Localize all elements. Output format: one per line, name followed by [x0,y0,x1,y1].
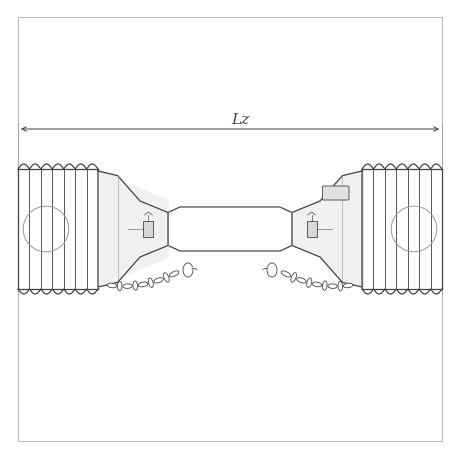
Ellipse shape [322,281,326,291]
Ellipse shape [337,282,342,291]
Polygon shape [98,172,168,287]
Ellipse shape [138,282,147,287]
Ellipse shape [306,278,311,288]
Ellipse shape [266,263,276,277]
Ellipse shape [343,284,352,288]
Ellipse shape [123,284,132,289]
Ellipse shape [290,273,296,283]
Ellipse shape [133,281,137,291]
Polygon shape [98,172,168,287]
Ellipse shape [169,271,179,277]
Ellipse shape [153,278,163,283]
Bar [143,222,153,237]
Ellipse shape [183,263,193,277]
Polygon shape [168,207,291,252]
Ellipse shape [296,278,306,283]
Polygon shape [291,172,361,287]
Bar [361,170,441,289]
Ellipse shape [117,282,122,291]
Text: Lz: Lz [230,113,248,127]
Bar [306,222,316,237]
Ellipse shape [280,271,290,277]
Ellipse shape [312,282,321,287]
Ellipse shape [327,284,336,289]
Ellipse shape [163,273,169,283]
FancyBboxPatch shape [322,187,348,201]
Ellipse shape [148,278,153,288]
Bar [18,170,98,289]
Ellipse shape [107,284,116,288]
